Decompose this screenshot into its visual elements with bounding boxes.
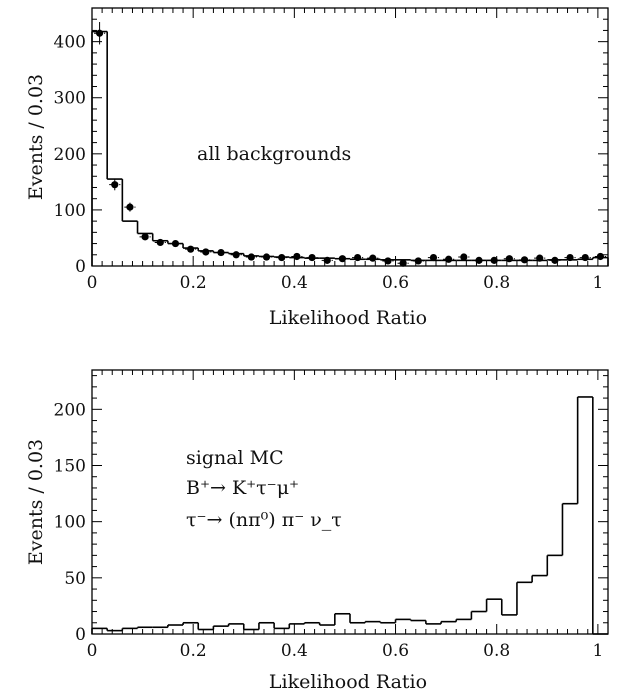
data-point [460, 253, 468, 261]
y-tick-label: 300 [54, 89, 86, 109]
panel-all-backgrounds: 0 0.2 0.4 0.6 0.8 1 0 100 200 300 400 all backgro… [25, 7, 609, 329]
x-tick-label: 0 [87, 273, 98, 293]
y-axis-title: Events / 0.03 [25, 439, 47, 565]
y-tick-label: 200 [54, 145, 86, 165]
y-tick-label: 150 [54, 456, 86, 476]
data-point [247, 253, 255, 261]
data-point [232, 251, 240, 259]
x-tick-labels: 0 0.2 0.4 0.6 0.8 1 [87, 273, 604, 293]
x-axis-title: Likelihood Ratio [269, 307, 427, 329]
data-point [278, 253, 286, 262]
x-tick-label: 0.2 [180, 273, 207, 293]
data-point [399, 259, 407, 267]
data-point [475, 256, 483, 264]
data-point [445, 255, 453, 263]
data-point [141, 233, 149, 241]
data-point [171, 239, 180, 248]
y-tick-label: 100 [54, 513, 86, 533]
annotation-line-1: B⁺→ K⁺τ⁻μ⁺ [186, 477, 299, 499]
data-point [536, 254, 544, 262]
x-tick-label: 0 [87, 641, 98, 661]
y-tick-label: 100 [54, 201, 86, 221]
histogram-marks [91, 22, 609, 267]
x-tick-labels: 0 0.2 0.4 0.6 0.8 1 [87, 641, 604, 661]
x-axis-title: Likelihood Ratio [269, 671, 427, 693]
y-tick-labels: 0 50 100 150 200 [54, 400, 86, 645]
y-tick-labels: 0 100 200 300 400 [54, 33, 86, 277]
data-point [217, 248, 225, 257]
data-point [95, 29, 104, 37]
x-tick-label: 1 [592, 641, 603, 661]
y-tick-label: 50 [64, 569, 86, 589]
x-tick-label: 0.8 [483, 273, 510, 293]
data-point [353, 253, 362, 262]
y-tick-label: 400 [54, 33, 86, 53]
x-tick-label: 0.6 [382, 273, 409, 293]
x-tick-label: 0.4 [281, 641, 308, 661]
data-point [520, 256, 529, 264]
data-point [551, 256, 559, 264]
data-point [187, 245, 195, 253]
plot-frame [91, 7, 609, 267]
y-axis-title: Events / 0.03 [25, 74, 47, 200]
annotation-line-2: τ⁻→ (nπ⁰) π⁻ ν_τ [186, 509, 342, 531]
x-tick-label: 1 [592, 273, 603, 293]
data-point [262, 253, 271, 261]
x-tick-label: 0.6 [382, 641, 409, 661]
plot-frame [91, 369, 609, 635]
y-tick-label: 0 [75, 625, 86, 645]
annotation-line-0: all backgrounds [197, 143, 351, 165]
data-point [111, 181, 119, 189]
data-point [581, 253, 589, 262]
x-tick-label: 0.2 [180, 641, 207, 661]
x-tick-label: 0.4 [281, 273, 308, 293]
data-point [414, 257, 422, 265]
x-tick-label: 0.8 [483, 641, 510, 661]
histogram-marks [91, 396, 608, 635]
tick-marks [91, 370, 608, 635]
data-point [566, 253, 574, 262]
annotation-line-0: signal MC [186, 447, 284, 469]
y-tick-label: 200 [54, 400, 86, 420]
data-point [126, 203, 134, 211]
data-point [384, 257, 392, 265]
data-point [429, 253, 438, 262]
data-point [505, 255, 513, 263]
data-point [323, 256, 331, 264]
data-point [596, 252, 605, 261]
y-tick-label: 0 [75, 257, 86, 277]
data-point [202, 248, 210, 256]
data-point [293, 252, 301, 261]
data-point [490, 256, 498, 264]
data-point [338, 255, 347, 263]
tick-marks [91, 7, 608, 267]
data-point [369, 254, 377, 262]
data-point [308, 253, 316, 262]
panel-signal-mc: 0 0.2 0.4 0.6 0.8 1 0 50 100 150 200 signal MC B⁺… [25, 369, 609, 693]
data-point [156, 238, 164, 247]
